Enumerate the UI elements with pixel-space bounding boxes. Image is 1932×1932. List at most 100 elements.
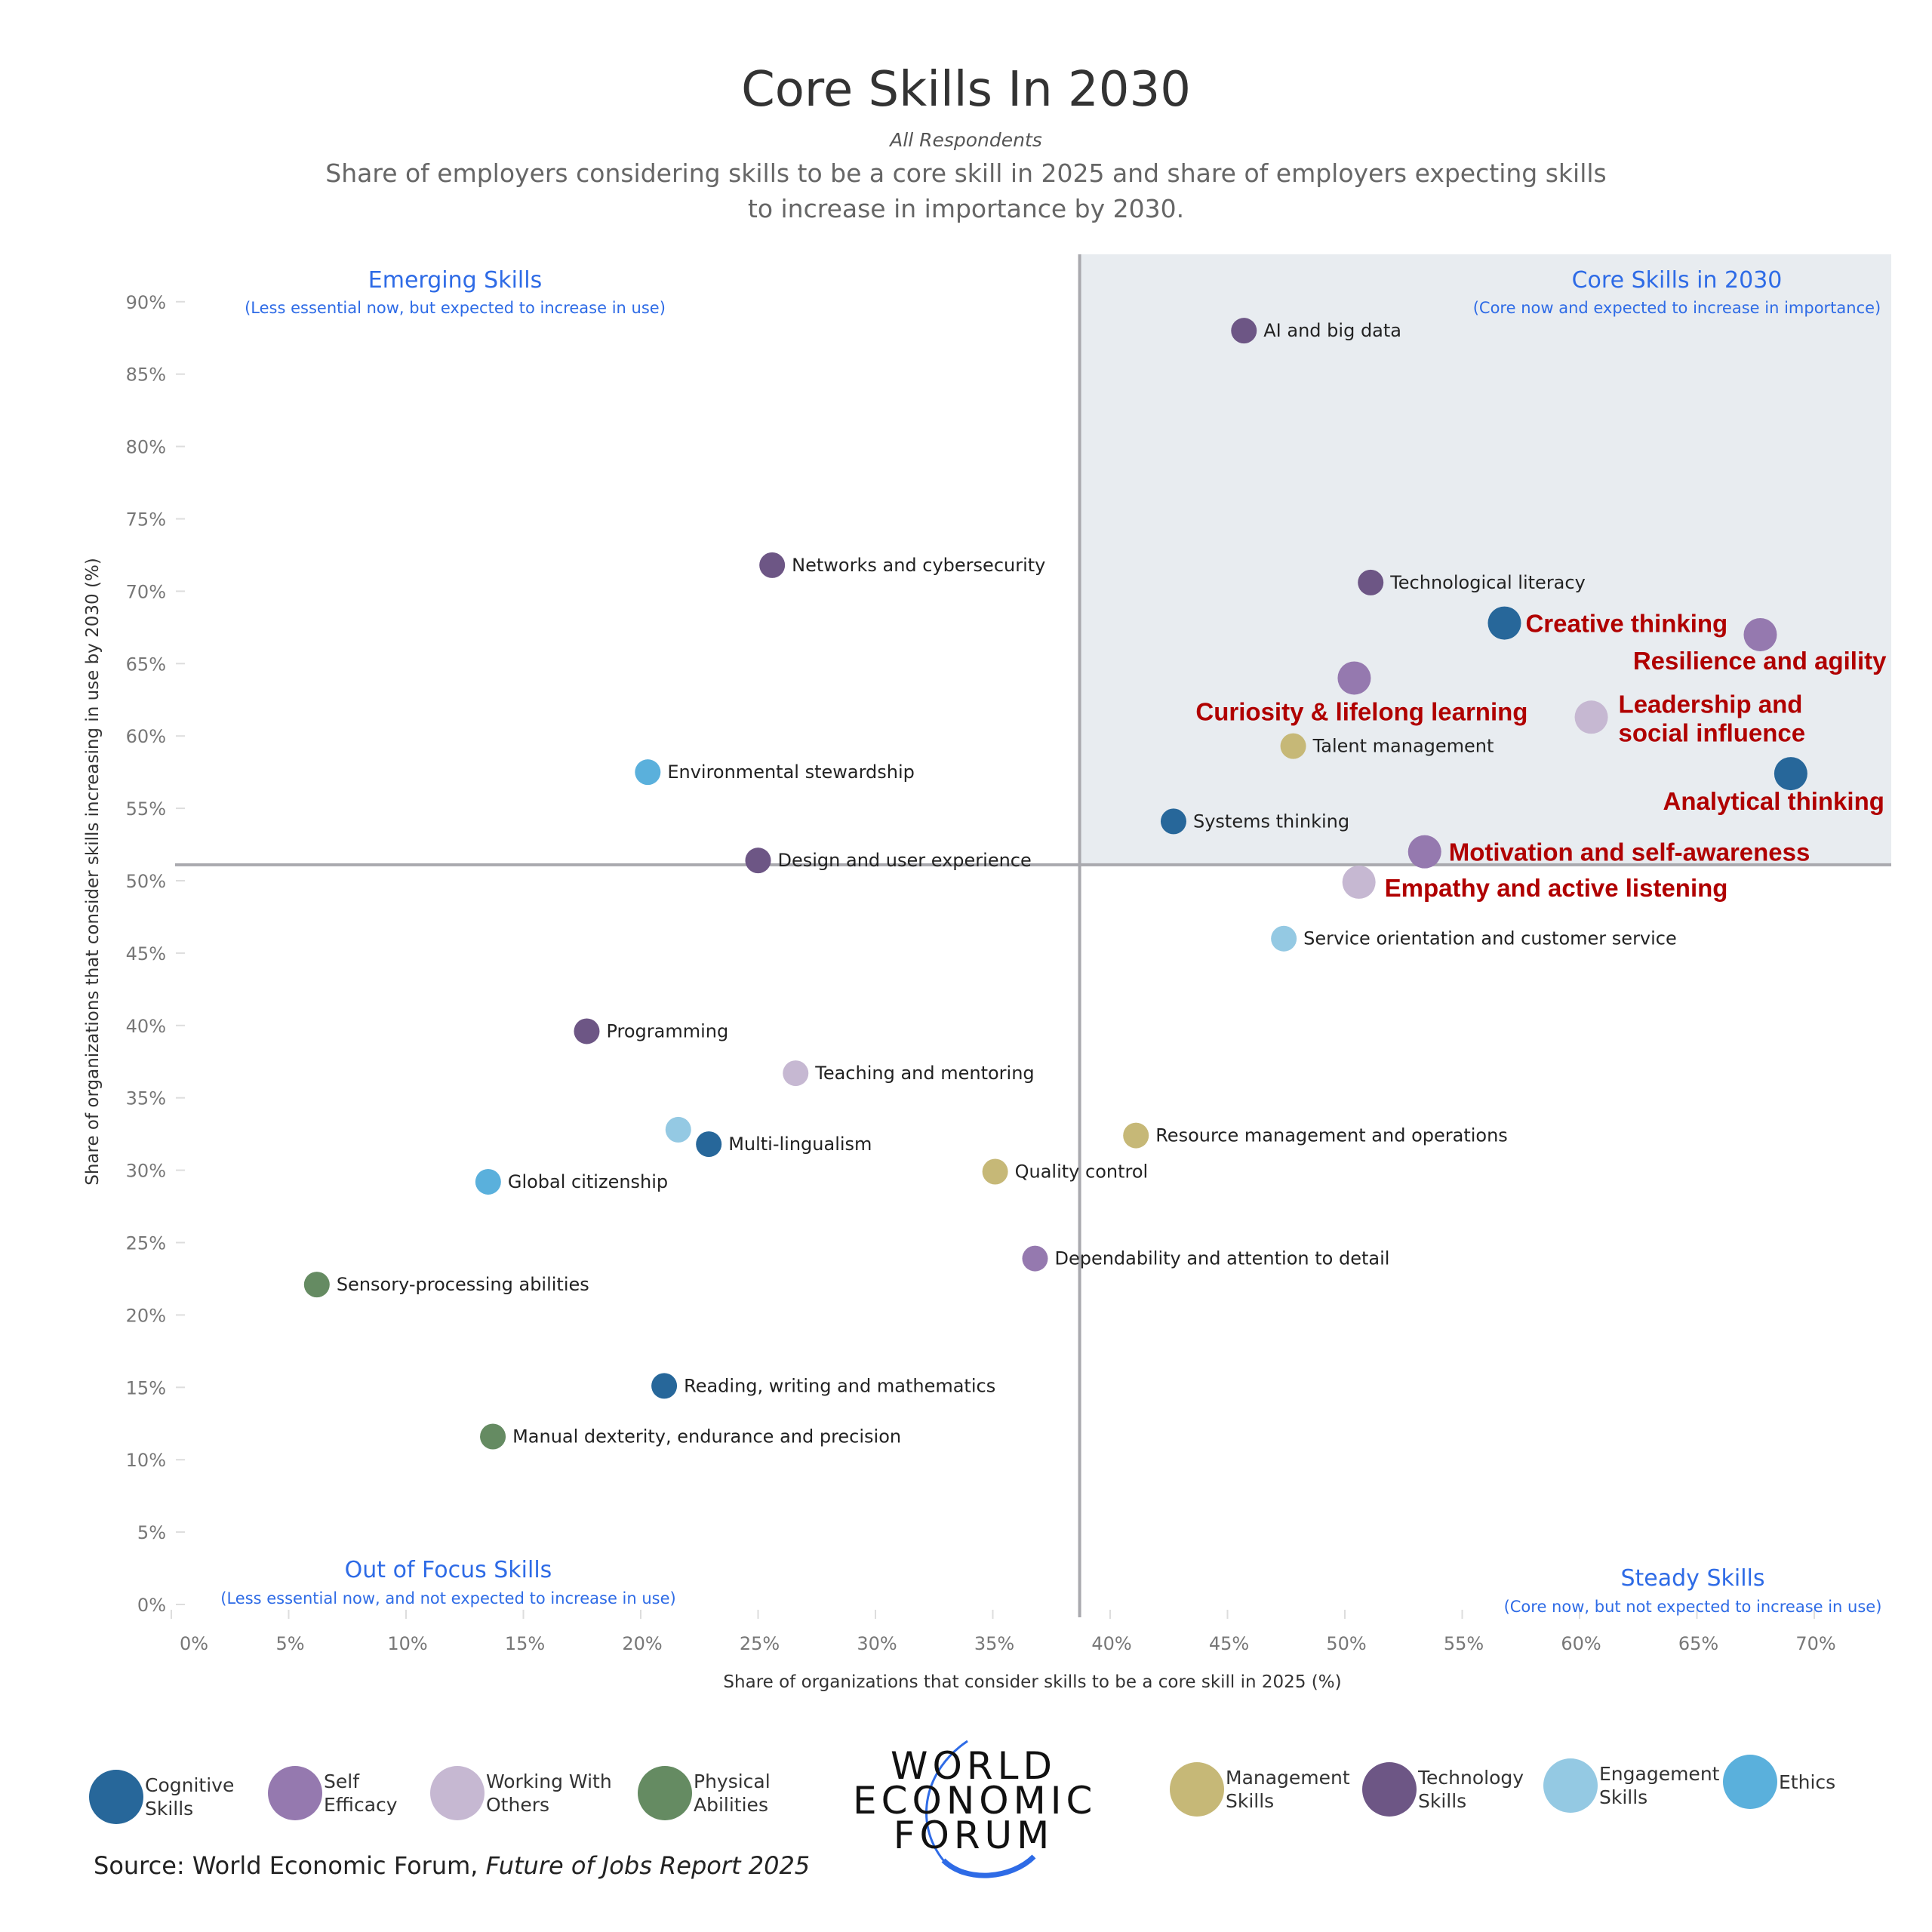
legend-label: Cognitive Skills [145, 1774, 235, 1820]
x-tick-label: 55% [1444, 1633, 1484, 1654]
data-point[interactable]: AI and big data [1231, 318, 1401, 344]
point-label: Global citizenship [508, 1171, 668, 1192]
point-marker[interactable] [651, 1373, 678, 1399]
point-label-line: Leadership and [1619, 690, 1803, 718]
data-point[interactable]: Systems thinking [1160, 808, 1349, 835]
point-marker[interactable] [1574, 700, 1608, 734]
point-marker[interactable] [1231, 318, 1257, 344]
legend-item-physical[interactable]: Physical Abilities [638, 1766, 771, 1820]
point-marker[interactable] [1160, 808, 1186, 835]
data-point[interactable]: Creative thinking [1487, 606, 1727, 640]
point-marker[interactable] [1487, 606, 1521, 640]
y-tick-label: 45% [126, 943, 166, 964]
point-marker[interactable] [480, 1423, 506, 1450]
point-marker[interactable] [696, 1131, 722, 1158]
point-marker[interactable] [1743, 617, 1777, 651]
point-marker[interactable] [1271, 925, 1297, 952]
data-point[interactable]: Networks and cybersecurity [759, 552, 1045, 578]
wef-logo: WORLD ECONOMIC FORUM [853, 1740, 1094, 1890]
data-point[interactable]: Resource management and operations [1123, 1122, 1508, 1149]
y-tick-label: 55% [126, 798, 166, 820]
data-point[interactable]: Analytical thinking [1663, 757, 1884, 815]
data-point[interactable]: Curiosity & lifelong learning [1195, 661, 1527, 725]
point-marker[interactable] [1022, 1245, 1048, 1272]
point-label: Resource management and operations [1155, 1125, 1508, 1146]
point-label: Dependability and attention to detail [1054, 1248, 1389, 1269]
point-marker[interactable] [574, 1018, 600, 1044]
data-point[interactable]: Design and user experience [745, 848, 1032, 874]
point-label: Resilience and agility [1633, 647, 1887, 675]
x-tick-label: 10% [387, 1633, 427, 1654]
logo-line-economic: ECONOMIC [853, 1779, 1097, 1823]
data-point[interactable]: Multi-lingualism [696, 1131, 872, 1158]
legend-item-cognitive[interactable]: Cognitive Skills [89, 1770, 234, 1824]
point-label: Sensory-processing abilities [337, 1274, 589, 1295]
y-tick-label: 15% [126, 1377, 166, 1398]
data-point[interactable]: Global citizenship [475, 1168, 668, 1195]
data-point[interactable]: Reading, writing and mathematics [651, 1373, 995, 1399]
point-marker[interactable] [1337, 661, 1371, 695]
data-point[interactable]: Technological literacy [1358, 569, 1586, 595]
point-marker[interactable] [1280, 733, 1306, 759]
data-point[interactable]: Dependability and attention to detail [1022, 1245, 1389, 1272]
legend-label: Management Skills [1226, 1767, 1350, 1812]
point-marker[interactable] [1407, 835, 1441, 869]
point-label: Teaching and mentoring [814, 1063, 1034, 1084]
point-marker[interactable] [982, 1158, 1008, 1185]
data-point[interactable]: Talent management [1280, 733, 1494, 759]
data-points: AI and big data Networks and cybersecurit… [303, 318, 1887, 1450]
point-label: Analytical thinking [1663, 787, 1884, 815]
legend-item-engagement[interactable]: Engagement Skills [1543, 1758, 1719, 1813]
legend-swatch [1543, 1758, 1598, 1813]
data-point[interactable]: Manual dexterity, endurance and precisio… [480, 1423, 901, 1450]
data-point[interactable]: Empathy and active listening [1342, 865, 1728, 902]
data-point[interactable]: Resilience and agility [1633, 617, 1887, 675]
data-point[interactable]: Programming [574, 1018, 728, 1044]
legend-swatch [89, 1770, 143, 1824]
point-marker[interactable] [745, 848, 771, 874]
data-point[interactable]: Leadership and social influence [1574, 690, 1806, 746]
y-tick-label: 85% [126, 365, 166, 386]
data-point[interactable]: Service orientation and customer service [1271, 925, 1677, 952]
quadrant-out-of-focus-subtitle: (Less essential now, and not expected to… [220, 1589, 675, 1607]
point-label: Systems thinking [1193, 811, 1349, 832]
point-label: Service orientation and customer service [1303, 928, 1677, 949]
data-point[interactable]: Motivation and self-awareness [1407, 835, 1810, 869]
y-tick-label: 60% [126, 726, 166, 747]
x-axis: 0% 5% 10% 15% 20% 25% 30% 35% 40% 45% 50% 55% 60% 65%… [171, 1610, 1836, 1654]
y-tick-label: 25% [126, 1233, 166, 1254]
point-marker[interactable] [759, 552, 786, 578]
data-point[interactable]: Quality control [982, 1158, 1149, 1185]
y-tick-label: 20% [126, 1305, 166, 1326]
point-label: Technological literacy [1389, 572, 1586, 593]
data-point[interactable]: Teaching and mentoring [783, 1060, 1035, 1087]
point-label: Manual dexterity, endurance and precisio… [512, 1426, 901, 1447]
data-point[interactable]: Environmental stewardship [635, 759, 915, 786]
legend-item-management[interactable]: Management Skills [1170, 1762, 1350, 1817]
legend-item-ethics[interactable]: Ethics [1723, 1755, 1835, 1809]
legend-item-technology[interactable]: Technology Skills [1362, 1762, 1524, 1817]
legend-label: Ethics [1779, 1770, 1836, 1793]
point-marker[interactable] [783, 1060, 809, 1087]
point-label: Programming [606, 1020, 728, 1041]
point-marker[interactable] [1774, 757, 1807, 791]
point-label: AI and big data [1263, 320, 1401, 341]
quadrant-core-subtitle: (Core now and expected to increase in im… [1473, 299, 1881, 317]
wef-arc-icon [925, 1740, 1036, 1878]
point-marker[interactable] [635, 759, 661, 786]
point-marker[interactable] [475, 1168, 501, 1195]
legend-label: Working With Others [486, 1770, 612, 1816]
legend-item-working-with-others[interactable]: Working With Others [430, 1766, 612, 1820]
legend-swatch [1170, 1762, 1224, 1817]
data-point[interactable] [665, 1116, 691, 1143]
x-tick-label: 20% [622, 1633, 662, 1654]
point-marker[interactable] [1358, 569, 1384, 595]
x-tick-label: 30% [857, 1633, 897, 1654]
point-marker[interactable] [665, 1116, 691, 1143]
point-marker[interactable] [1342, 865, 1376, 899]
point-marker[interactable] [1123, 1122, 1149, 1149]
point-label: Talent management [1312, 736, 1494, 757]
data-point[interactable]: Sensory-processing abilities [303, 1272, 589, 1298]
point-marker[interactable] [303, 1272, 330, 1298]
legend-item-self-efficacy[interactable]: Self Efficacy [268, 1766, 398, 1820]
